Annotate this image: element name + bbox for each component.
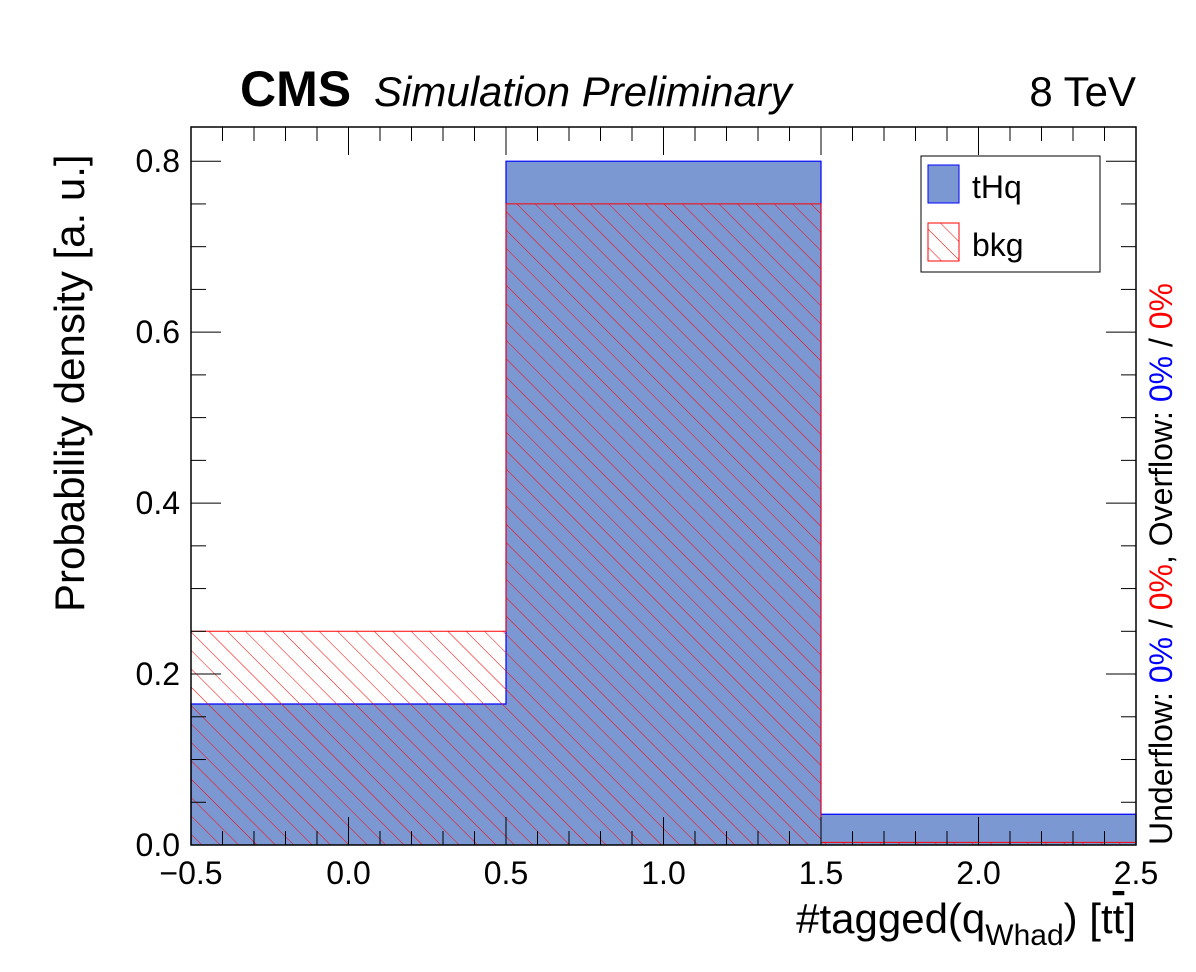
axes-group: −0.5 0.0 0.5 1.0 1.5 2.0 2.50.00.20.40.60.8 xyxy=(136,127,1158,891)
x-axis-title: #tagged(qWhad) [tt] xyxy=(796,895,1136,952)
bar-bkg-1 xyxy=(506,203,821,845)
legend-label-bkg: bkg xyxy=(972,227,1024,263)
x-tick-label: 2.0 xyxy=(956,855,1000,891)
underflow-overflow-note: Underflow: 0% / 0%, Overflow: 0% / 0% xyxy=(1143,283,1179,845)
x-tick-label: 1.0 xyxy=(641,855,685,891)
y-tick-label: 0.0 xyxy=(136,827,180,863)
energy-label: 8 TeV xyxy=(1029,68,1136,115)
y-tick-label: 0.8 xyxy=(136,143,180,179)
legend: tHq bkg xyxy=(920,155,1101,273)
x-tick-label: 0.5 xyxy=(484,855,528,891)
experiment-label: CMS xyxy=(240,61,351,117)
bar-bkg-0 xyxy=(191,631,506,845)
y-tick-label: 0.6 xyxy=(136,314,180,350)
legend-label-tHq: tHq xyxy=(972,169,1022,205)
legend-swatch-bkg xyxy=(927,222,960,262)
plot-frame xyxy=(190,126,1137,846)
y-tick-label: 0.2 xyxy=(136,656,180,692)
status-label: Simulation Preliminary xyxy=(374,68,795,115)
y-tick-label: 0.4 xyxy=(136,485,180,521)
outline-bkg xyxy=(190,203,1137,845)
x-tick-label: −0.5 xyxy=(159,855,222,891)
x-tick-label: 1.5 xyxy=(799,855,843,891)
y-axis-title: Probability density [a. u.] xyxy=(46,154,93,612)
x-tick-label: 2.5 xyxy=(1114,855,1158,891)
x-tick-label: 0.0 xyxy=(326,855,370,891)
bars-group xyxy=(190,160,1137,845)
legend-swatch-tHq xyxy=(927,164,960,204)
